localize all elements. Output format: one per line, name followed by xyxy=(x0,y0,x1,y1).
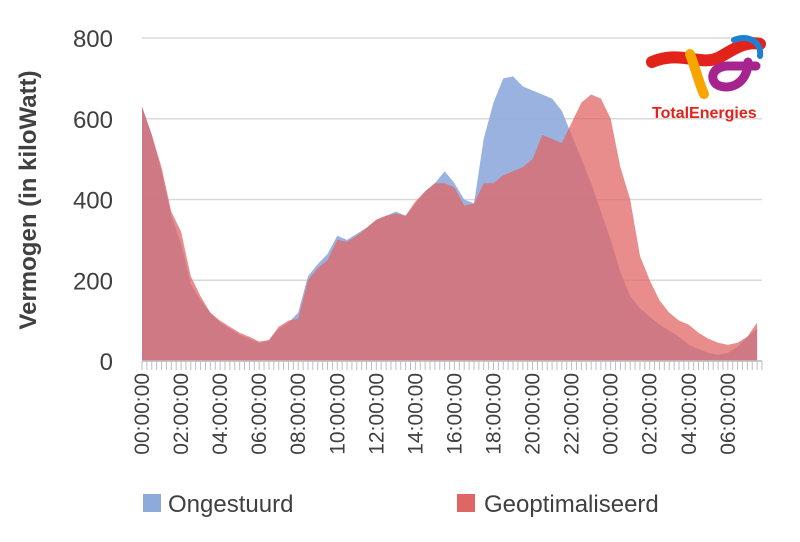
legend-swatch-ongestuurd xyxy=(143,494,161,512)
x-tick-label: 00:00:00 xyxy=(600,373,623,455)
y-tick-label: 600 xyxy=(73,107,113,134)
y-tick-label: 200 xyxy=(73,268,113,295)
plot-area xyxy=(142,76,758,362)
x-tick-label: 04:00:00 xyxy=(678,373,701,455)
logo-yellow-stroke xyxy=(685,49,709,99)
x-tick-label: 16:00:00 xyxy=(443,373,466,455)
x-tick-label: 00:00:00 xyxy=(131,373,154,455)
legend-swatch-geoptimaliseerd xyxy=(457,494,475,512)
y-axis-label: Vermogen (in kiloWatt) xyxy=(15,70,42,329)
x-tick-label: 08:00:00 xyxy=(287,373,310,455)
y-axis: 0 200 400 600 800 xyxy=(73,26,113,376)
x-tick-label: 02:00:00 xyxy=(170,373,193,455)
y-tick-label: 400 xyxy=(73,188,113,215)
brand-name: TotalEnergies xyxy=(652,105,757,122)
series-area-geoptimaliseerd xyxy=(142,94,758,361)
x-tick-label: 14:00:00 xyxy=(404,373,427,455)
y-tick-label: 0 xyxy=(100,349,113,376)
logo-purple-stroke xyxy=(708,57,761,92)
legend: Ongestuurd Geoptimaliseerd xyxy=(143,491,659,518)
y-tick-label: 800 xyxy=(73,26,113,53)
legend-label-ongestuurd: Ongestuurd xyxy=(168,491,293,518)
brand-logo: TotalEnergies xyxy=(646,35,766,122)
x-tick-label: 20:00:00 xyxy=(522,373,545,455)
legend-label-geoptimaliseerd: Geoptimaliseerd xyxy=(484,491,659,518)
x-tick-label: 02:00:00 xyxy=(639,373,662,455)
x-tick-label: 22:00:00 xyxy=(561,373,584,455)
x-tick-label: 10:00:00 xyxy=(326,373,349,455)
x-tick-label: 04:00:00 xyxy=(209,373,232,455)
x-axis: 00:00:00 02:00:00 04:00:00 06:00:00 08:00:00… xyxy=(131,360,763,455)
logo-blue-stroke xyxy=(731,35,764,59)
x-tick-label: 06:00:00 xyxy=(717,373,740,455)
x-tick-label: 18:00:00 xyxy=(482,373,505,455)
x-tick-label: 12:00:00 xyxy=(365,373,388,455)
logo-red-stroke xyxy=(646,37,766,68)
x-tick-label: 06:00:00 xyxy=(248,373,271,455)
